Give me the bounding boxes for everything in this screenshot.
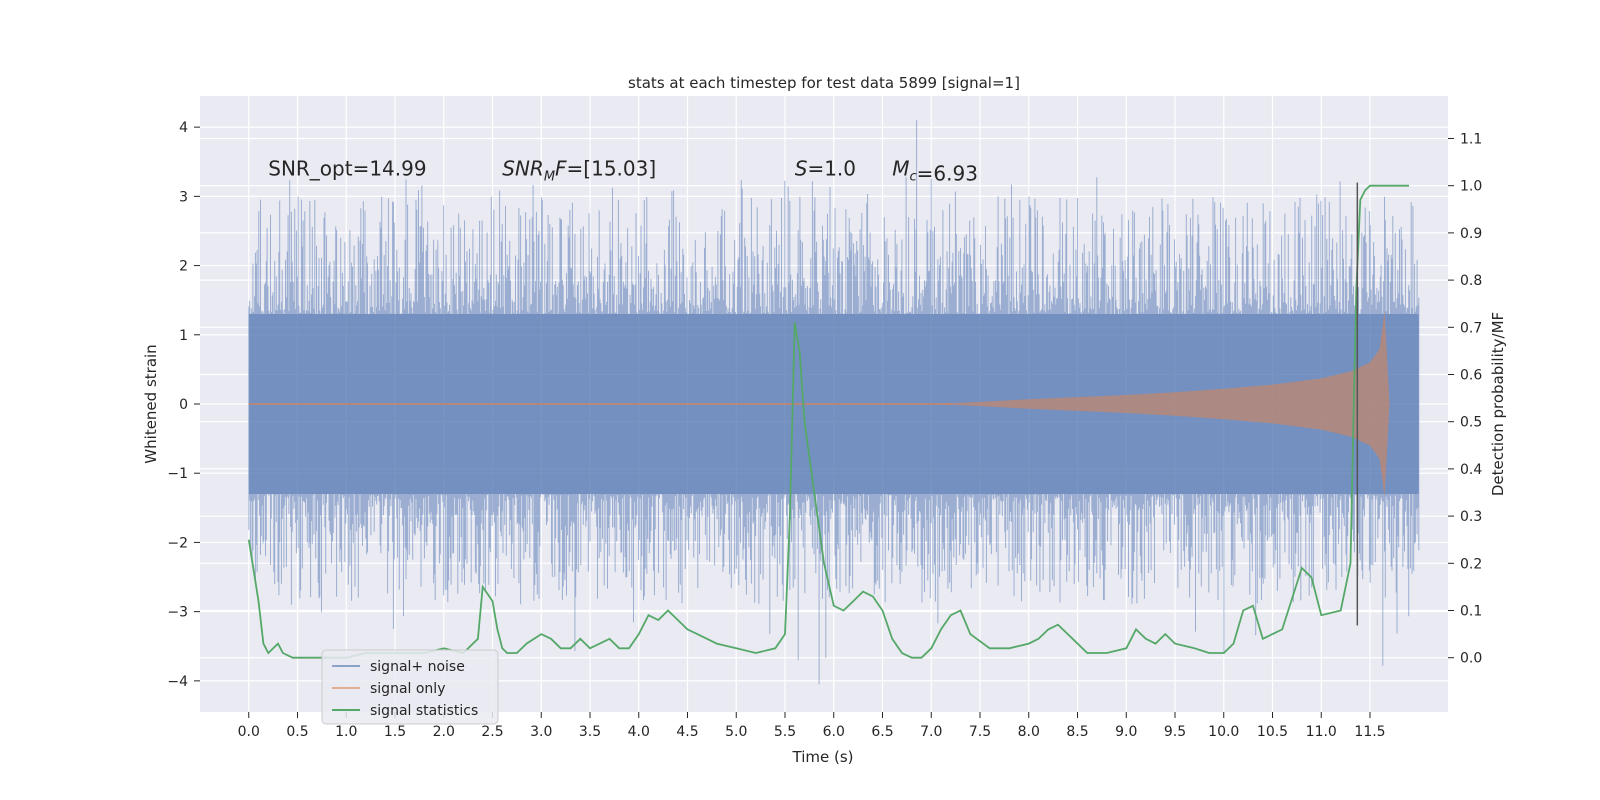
x-tick-label: 6.0 [823, 724, 845, 740]
x-tick-label: 5.0 [725, 724, 747, 740]
x-tick-label: 0.0 [238, 724, 260, 740]
x-tick-label: 3.5 [579, 724, 601, 740]
x-tick-label: 11.0 [1306, 724, 1337, 740]
y-right-tick-label: 1.0 [1460, 179, 1482, 195]
y-tick-label: −3 [167, 605, 188, 621]
x-tick-label: 7.0 [920, 724, 942, 740]
chart-title: stats at each timestep for test data 589… [628, 74, 1020, 92]
x-tick-label: 11.5 [1354, 724, 1385, 740]
y-right-tick-label: 0.9 [1460, 226, 1482, 242]
y-tick-label: −1 [167, 466, 188, 482]
x-tick-label: 2.5 [481, 724, 503, 740]
signal-statistics-line [247, 184, 1409, 659]
y-tick-label: 4 [179, 120, 188, 136]
y-right-axis-label: Detection probability/MF [1489, 312, 1507, 496]
legend-box [321, 649, 499, 725]
x-tick-label: 9.0 [1115, 724, 1137, 740]
y-right-tick-label: 0.7 [1460, 320, 1482, 336]
x-tick-label: 2.0 [433, 724, 455, 740]
y-tick-label: 3 [179, 189, 188, 205]
signal-only-envelope [248, 310, 1390, 498]
x-tick-label: 1.0 [335, 724, 357, 740]
x-tick-label: 4.0 [628, 724, 650, 740]
y-right-tick-label: 0.6 [1460, 367, 1482, 383]
y-right-tick-label: 0.0 [1460, 651, 1482, 667]
y-right-tick-label: 0.2 [1460, 556, 1482, 572]
x-tick-label: 3.0 [530, 724, 552, 740]
y-axis-label: Whitened strain [142, 344, 160, 463]
x-tick-label: 7.5 [969, 724, 991, 740]
annotation-text: SNR_opt=14.99 [268, 157, 426, 181]
legend-label: signal only [370, 681, 445, 697]
x-tick-label: 6.5 [871, 724, 893, 740]
annotations: SNR_opt=14.99 SNRMF=[15.03] S=1.0 Mc=6.93 [268, 157, 978, 186]
x-tick-label: 9.5 [1164, 724, 1186, 740]
x-tick-label: 0.5 [286, 724, 308, 740]
y-tick-label: 1 [179, 328, 188, 344]
x-tick-label: 8.5 [1066, 724, 1088, 740]
annotation-text: Mc=6.93 [892, 157, 978, 186]
legend-label: signal+ noise [370, 659, 465, 675]
y-tick-label: −2 [167, 535, 188, 551]
axis-ticks: 0.0 0.5 1.0 1.5 2.0 2.5 3.0 3.5 4.0 4.5 5.0 5.5 6.0 6… [167, 120, 1482, 740]
x-tick-label: 5.5 [774, 724, 796, 740]
x-tick-label: 10.0 [1208, 724, 1239, 740]
x-axis-label: Time (s) [792, 748, 854, 766]
annotation-text: SNRMF=[15.03] [502, 157, 656, 185]
y-right-tick-label: 0.4 [1460, 462, 1482, 478]
y-right-tick-label: 0.5 [1460, 415, 1482, 431]
x-tick-label: 1.5 [384, 724, 406, 740]
legend-label: signal statistics [370, 703, 478, 719]
annotation-text: S=1.0 [795, 157, 856, 181]
y-tick-label: 2 [179, 259, 188, 275]
y-right-tick-label: 0.3 [1460, 509, 1482, 525]
y-tick-label: −4 [167, 674, 188, 690]
x-tick-label: 8.0 [1018, 724, 1040, 740]
y-right-tick-label: 0.1 [1460, 604, 1482, 620]
x-tick-label: 10.5 [1257, 724, 1288, 740]
series-signal-statistics [247, 184, 1409, 659]
series-signal-only [248, 310, 1390, 498]
y-right-tick-label: 0.8 [1460, 273, 1482, 289]
y-right-tick-label: 1.1 [1460, 131, 1482, 147]
y-tick-label: 0 [179, 397, 188, 413]
legend: signal+ noise signal only signal statistic… [321, 649, 499, 725]
x-tick-label: 4.5 [676, 724, 698, 740]
